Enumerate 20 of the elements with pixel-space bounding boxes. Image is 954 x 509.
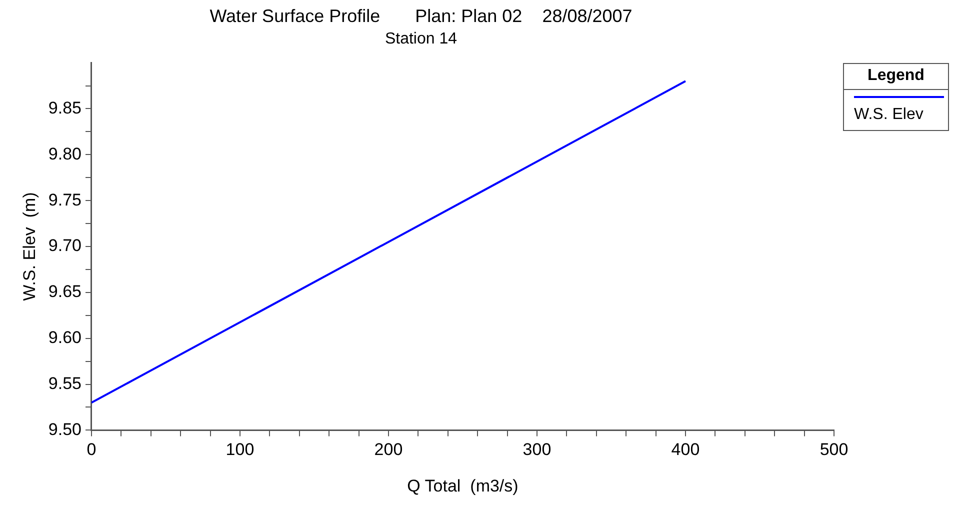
- y-tick-label: 9.55: [48, 374, 82, 393]
- y-tick-label: 9.70: [48, 236, 82, 256]
- legend-title: Legend: [844, 64, 948, 90]
- chart-title: Water Surface Profile Plan: Plan 02 28/08/2007: [210, 6, 632, 26]
- y-tick-label: 9.80: [48, 144, 82, 164]
- x-tick-label: 100: [226, 440, 254, 460]
- x-tick-label: 500: [820, 440, 848, 460]
- y-axis-title: W.S. Elev (m): [20, 192, 39, 301]
- x-tick-label: 0: [86, 440, 96, 460]
- y-tick-label: 9.75: [48, 190, 82, 210]
- x-tick-label: 400: [671, 440, 700, 460]
- y-tick-label: 9.50: [48, 420, 82, 439]
- text: W.S. Elev: [854, 106, 924, 123]
- y-tick-label: 9.60: [48, 328, 82, 348]
- x-axis-title: Q Total (m3/s): [407, 476, 518, 496]
- y-tick-label: 9.85: [48, 98, 82, 118]
- x-tick-label: 200: [374, 440, 403, 460]
- x-tick-label: 300: [522, 440, 552, 460]
- chart-subtitle: Station 14: [384, 30, 458, 48]
- y-tick-label: 9.65: [48, 282, 82, 302]
